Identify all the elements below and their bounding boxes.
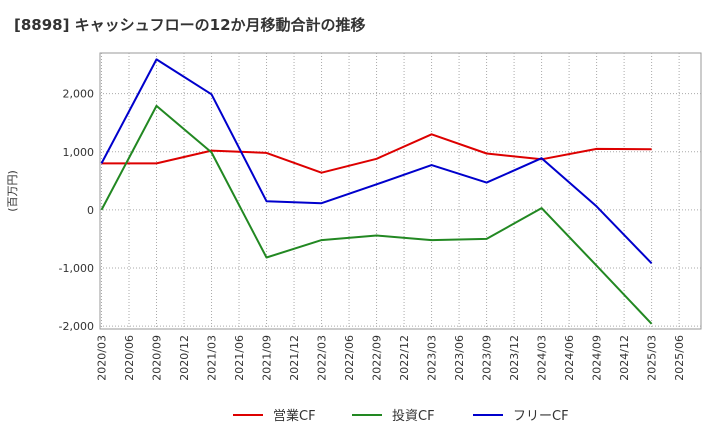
x-tick-label: 2021/12: [288, 335, 301, 381]
x-tick-label: 2023/12: [508, 335, 521, 381]
y-tick-label: 1,000: [63, 146, 95, 159]
x-tick-label: 2025/03: [646, 335, 659, 381]
grid-lines: [100, 53, 701, 329]
chart-title: [8898] キャッシュフローの12か月移動合計の推移: [14, 16, 366, 34]
x-tick-label: 2021/09: [261, 335, 274, 381]
plot-area: [99, 52, 702, 330]
x-tick-label: 2021/03: [206, 335, 219, 381]
legend-label: 営業CF: [273, 408, 316, 424]
x-tick-label: 2020/12: [178, 335, 191, 381]
series-line: [100, 104, 653, 325]
x-tick-label: 2024/12: [618, 335, 631, 381]
x-tick-label: 2024/06: [563, 335, 576, 381]
x-tick-label: 2020/09: [151, 335, 164, 381]
y-tick-label: 2,000: [63, 88, 95, 101]
legend: 営業CF 投資CF フリーCF: [233, 408, 569, 424]
y-tick-label: -1,000: [59, 262, 94, 275]
x-tick-label: 2020/03: [96, 335, 109, 381]
x-tick-label: 2021/06: [233, 335, 246, 381]
y-tick-label: 0: [87, 204, 94, 217]
legend-label: フリーCF: [513, 409, 569, 424]
axes: 2020/03 2020/06 2020/09 2020/12 2021/03 2021/…: [6, 88, 686, 381]
series-line: [101, 133, 652, 174]
x-tick-label: 2023/09: [481, 335, 494, 381]
x-tick-label: 2022/06: [343, 335, 356, 381]
x-tick-label: 2022/03: [316, 335, 329, 381]
x-tick-label: 2025/06: [673, 335, 686, 381]
x-tick-label: 2023/03: [426, 335, 439, 381]
x-tick-label: 2024/03: [536, 335, 549, 381]
series-line: [100, 58, 653, 264]
y-tick-label: -2,000: [59, 320, 94, 333]
series-lines: [100, 58, 653, 325]
x-tick-label: 2024/09: [591, 335, 604, 381]
legend-label: 投資CF: [392, 408, 435, 424]
y-axis-label: (百万円): [6, 170, 19, 212]
x-tick-label: 2022/09: [371, 335, 384, 381]
x-tick-label: 2023/06: [453, 335, 466, 381]
x-tick-label: 2022/12: [398, 335, 411, 381]
x-tick-label: 2020/06: [123, 335, 136, 381]
